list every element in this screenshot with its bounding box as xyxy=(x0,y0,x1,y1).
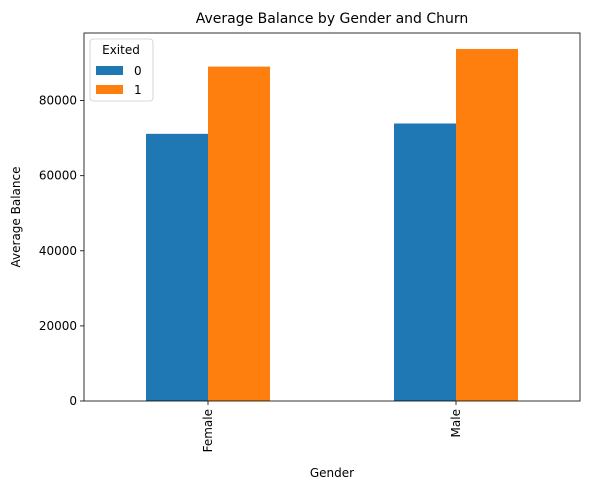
y-axis-ticks: 0 20000 40000 60000 80000 xyxy=(39,94,84,408)
x-axis-label: Gender xyxy=(310,466,354,480)
x-axis-ticks: Female Male xyxy=(201,401,463,452)
legend: Exited 0 1 xyxy=(89,38,154,102)
x-tick-label-female: Female xyxy=(201,409,215,452)
y-tick-label: 60000 xyxy=(39,169,77,183)
bars-group xyxy=(146,48,518,402)
bar-female-exited-0 xyxy=(146,133,208,401)
x-tick-label-male: Male xyxy=(449,409,463,437)
legend-label-exited-1: 1 xyxy=(134,83,142,97)
chart-title: Average Balance by Gender and Churn xyxy=(196,11,469,27)
y-tick-label: 0 xyxy=(69,394,77,408)
bar-male-exited-1 xyxy=(456,48,518,402)
legend-label-exited-0: 0 xyxy=(134,64,142,78)
legend-swatch-exited-0 xyxy=(96,66,123,75)
plot-frame xyxy=(83,32,581,402)
legend-title: Exited xyxy=(102,43,140,57)
y-axis-label: Average Balance xyxy=(9,167,23,268)
legend-swatch-exited-1 xyxy=(96,85,123,94)
bar-male-exited-0 xyxy=(394,123,456,401)
y-tick-label: 40000 xyxy=(39,244,77,258)
y-tick-label: 20000 xyxy=(39,319,77,333)
bar-female-exited-1 xyxy=(208,66,270,402)
y-tick-label: 80000 xyxy=(39,94,77,108)
